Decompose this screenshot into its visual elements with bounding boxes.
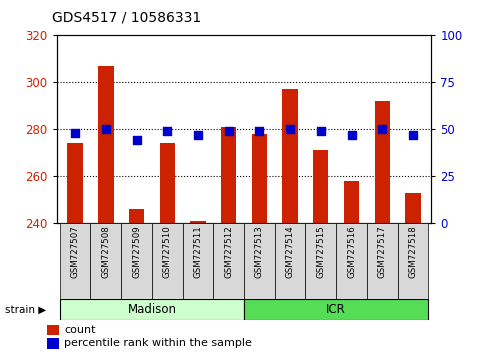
Text: GSM727509: GSM727509: [132, 225, 141, 278]
Text: GSM727511: GSM727511: [193, 225, 203, 278]
Text: GSM727515: GSM727515: [317, 225, 325, 278]
Point: [71, 130, 79, 136]
Bar: [397, 223, 428, 299]
Bar: [405, 193, 421, 223]
Point: [102, 126, 110, 132]
Bar: [213, 223, 244, 299]
Point: [194, 132, 202, 138]
Point: [255, 128, 263, 134]
Bar: [375, 101, 390, 223]
Bar: [244, 299, 428, 320]
Text: GSM727516: GSM727516: [347, 225, 356, 278]
Bar: [60, 299, 244, 320]
Point: [225, 128, 233, 134]
Bar: [252, 134, 267, 223]
Bar: [244, 223, 275, 299]
Bar: [60, 223, 91, 299]
Text: GSM727513: GSM727513: [255, 225, 264, 278]
Bar: [313, 150, 328, 223]
Text: GSM727517: GSM727517: [378, 225, 387, 278]
Text: GSM727508: GSM727508: [102, 225, 110, 278]
Bar: [336, 223, 367, 299]
Bar: [282, 89, 298, 223]
Point: [163, 128, 171, 134]
Text: GSM727518: GSM727518: [408, 225, 418, 278]
Point: [317, 128, 325, 134]
Point: [286, 126, 294, 132]
Point: [409, 132, 417, 138]
Text: GSM727514: GSM727514: [285, 225, 295, 278]
Text: percentile rank within the sample: percentile rank within the sample: [64, 338, 252, 348]
Text: GSM727507: GSM727507: [70, 225, 80, 278]
Bar: [98, 66, 113, 223]
Bar: [160, 143, 175, 223]
Bar: [129, 209, 144, 223]
Bar: [91, 223, 121, 299]
Text: GSM727512: GSM727512: [224, 225, 233, 278]
Text: Madison: Madison: [127, 303, 176, 316]
Bar: [344, 181, 359, 223]
Point: [133, 138, 141, 143]
Text: GDS4517 / 10586331: GDS4517 / 10586331: [52, 11, 201, 25]
Bar: [190, 221, 206, 223]
Bar: [121, 223, 152, 299]
Point: [378, 126, 386, 132]
Text: strain ▶: strain ▶: [5, 305, 46, 315]
Bar: [68, 143, 83, 223]
Point: [348, 132, 355, 138]
Bar: [152, 223, 182, 299]
Text: count: count: [64, 325, 96, 335]
Bar: [367, 223, 397, 299]
Bar: [275, 223, 306, 299]
Bar: [182, 223, 213, 299]
Bar: [221, 127, 236, 223]
Text: GSM727510: GSM727510: [163, 225, 172, 278]
Text: ICR: ICR: [326, 303, 346, 316]
Bar: [306, 223, 336, 299]
